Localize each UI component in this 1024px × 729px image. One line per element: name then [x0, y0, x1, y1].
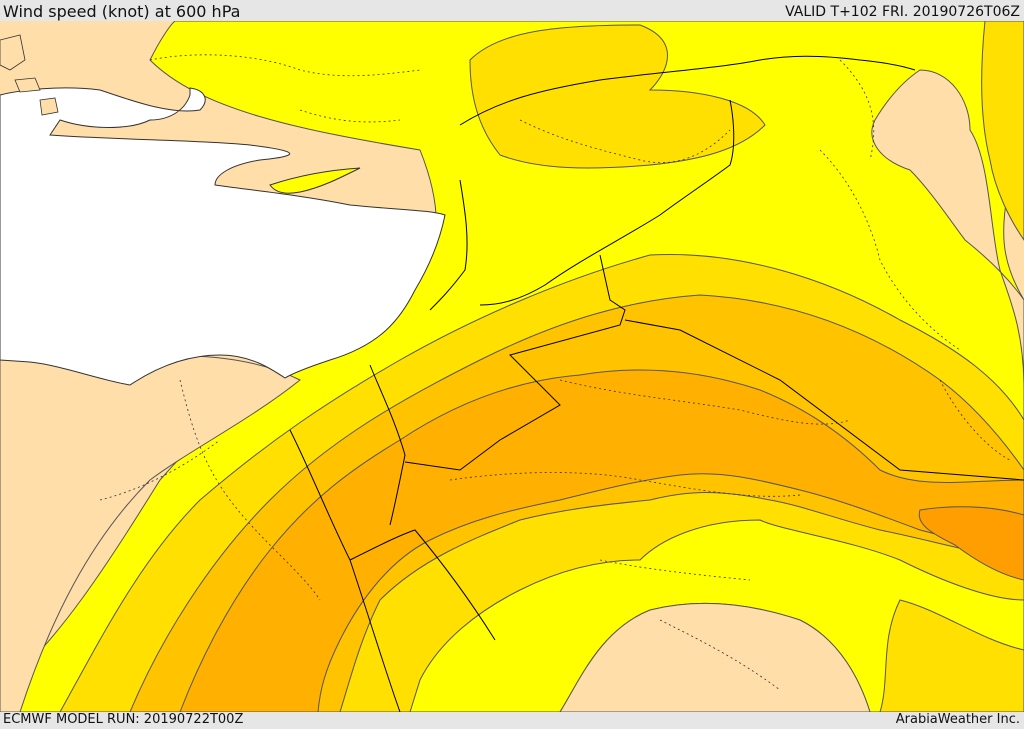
map-title: Wind speed (knot) at 600 hPa [3, 2, 241, 21]
admin-boundaries [99, 54, 1011, 691]
valid-time: VALID T+102 FRI. 20190726T06Z [785, 4, 1020, 20]
band-low-lower-left [0, 355, 301, 712]
map-header: Wind speed (knot) at 600 hPa VALID T+102… [0, 0, 1024, 21]
country-borders [289, 55, 1024, 712]
model-run-label: ECMWF MODEL RUN: 20190722T00Z [3, 712, 244, 727]
band-low-east [871, 69, 1024, 391]
map-footer: ECMWF MODEL RUN: 20190722T00Z ArabiaWeat… [0, 712, 1024, 729]
wind-speed-map [0, 21, 1024, 712]
band-2-south [879, 599, 1024, 712]
band-low-south [559, 602, 871, 712]
band-5-area [918, 506, 1024, 581]
band-2-north [469, 24, 766, 169]
aegean-islands [0, 34, 59, 116]
credit-label: ArabiaWeather Inc. [895, 712, 1020, 727]
cyprus-island [269, 167, 361, 194]
band-2-east-strip [981, 21, 1024, 241]
mediterranean-sea [0, 87, 446, 386]
